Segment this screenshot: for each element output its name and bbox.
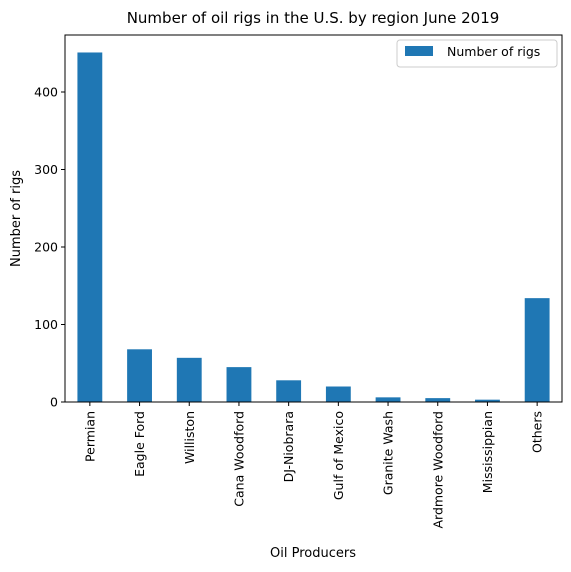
chart-title: Number of oil rigs in the U.S. by region… (127, 9, 500, 27)
bar-gulf-of-mexico (325, 386, 351, 402)
bar-dj-niobrara (276, 380, 302, 402)
bars (77, 52, 550, 402)
legend-swatch (405, 46, 433, 56)
x-tick-label: Permian (82, 411, 97, 462)
x-tick-label: Williston (182, 411, 197, 464)
x-tick-label: Eagle Ford (132, 411, 147, 477)
y-tick-label: 300 (34, 162, 58, 177)
x-tick-label: Mississippian (480, 411, 495, 493)
x-tick-label: Gulf of Mexico (331, 411, 346, 500)
bar-cana-woodford (226, 367, 252, 402)
x-tick-label: Granite Wash (381, 411, 396, 495)
x-axis: Permian Eagle Ford Williston Cana Woodford D… (82, 402, 545, 529)
bar-permian (77, 52, 103, 402)
x-axis-label: Oil Producers (270, 546, 356, 561)
y-tick-label: 100 (34, 317, 58, 332)
bar-others (524, 298, 550, 402)
x-tick-label: Ardmore Woodford (430, 411, 445, 529)
y-tick-label: 200 (34, 240, 58, 255)
legend-box (396, 39, 558, 68)
bar-williston (176, 357, 202, 402)
bar-granite-wash (375, 397, 401, 402)
bar-mississippian (475, 399, 500, 402)
y-axis: 0 100 200 300 400 (34, 85, 65, 410)
legend-label: Number of rigs (447, 44, 540, 59)
x-tick-label: DJ-Niobrara (281, 411, 296, 482)
y-tick-label: 400 (34, 85, 58, 100)
plot-frame (65, 35, 562, 402)
y-axis-label: Number of rigs (9, 170, 24, 267)
bar-ardmore-woodford (425, 398, 451, 402)
x-tick-label: Cana Woodford (231, 411, 246, 507)
y-tick-label: 0 (50, 395, 58, 410)
legend: Number of rigs (396, 39, 558, 68)
plot-area: 0 100 200 300 400 Permian Eagle Ford Williston… (34, 34, 563, 529)
plot-border (64, 34, 563, 403)
bar-eagle-ford (127, 349, 152, 402)
x-tick-label: Others (530, 411, 545, 453)
